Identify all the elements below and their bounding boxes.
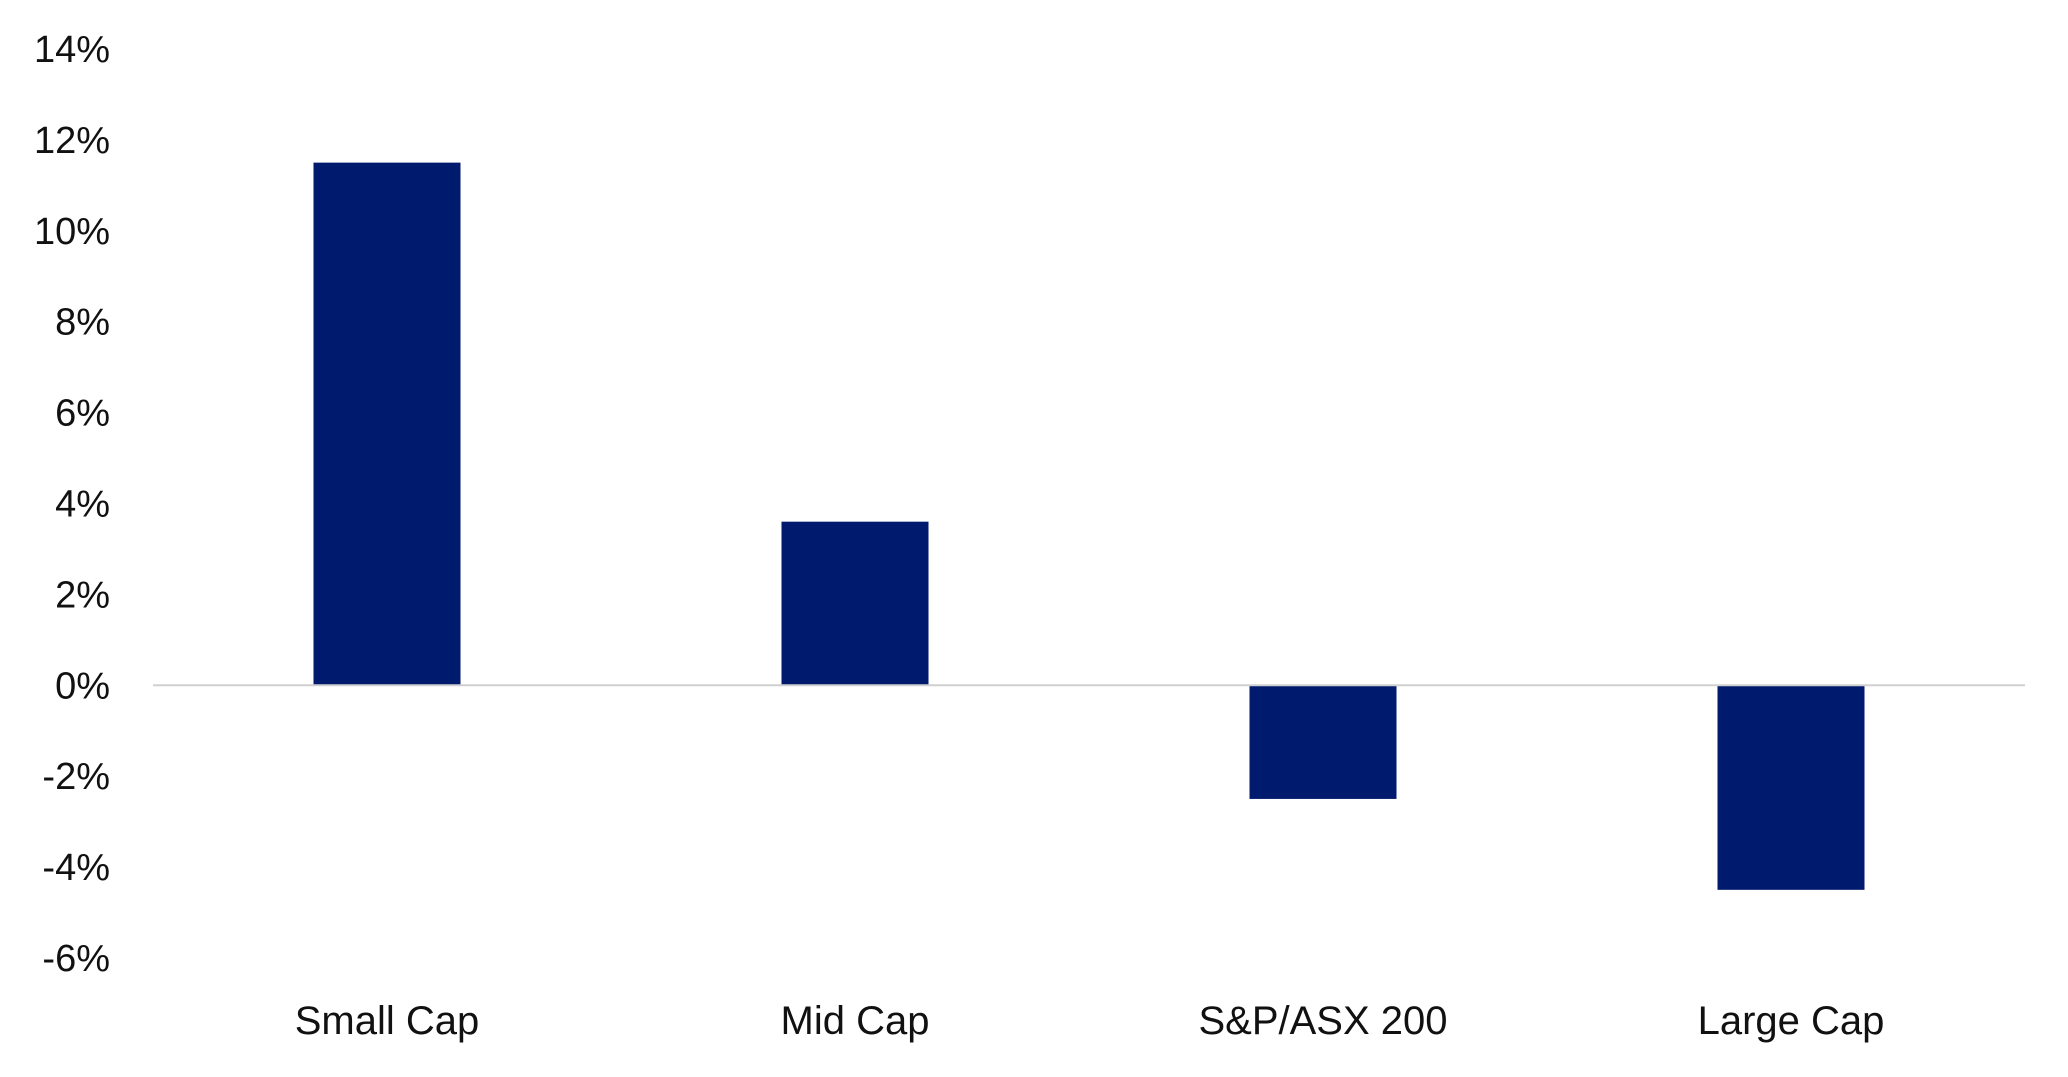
y-tick-label: 10% [34, 211, 110, 253]
y-tick-label: -6% [42, 938, 110, 980]
x-category-label: Large Cap [1698, 999, 1885, 1043]
bar [1249, 685, 1397, 799]
y-tick-label: 0% [55, 665, 110, 707]
x-category-label: Small Cap [295, 999, 480, 1043]
y-axis-tick-labels: 14% 12% 10% 8% 6% 4% 2% 0% -2% -4% -6% [34, 29, 110, 980]
y-tick-label: 8% [55, 302, 110, 344]
y-tick-label: -2% [42, 756, 110, 798]
y-tick-label: 12% [34, 120, 110, 162]
bar [313, 162, 461, 686]
y-tick-label: 6% [55, 393, 110, 435]
x-category-label: Mid Cap [781, 999, 930, 1043]
y-tick-label: -4% [42, 847, 110, 889]
x-category-label: S&P/ASX 200 [1198, 999, 1447, 1043]
bar [781, 521, 929, 686]
x-axis-tick-labels: Small Cap Mid Cap S&P/ASX 200 Large Cap [295, 999, 1885, 1043]
y-tick-label: 14% [34, 29, 110, 71]
bar [1717, 685, 1865, 890]
y-tick-label: 4% [55, 484, 110, 526]
y-tick-label: 2% [55, 574, 110, 616]
bar-series [313, 162, 1865, 890]
